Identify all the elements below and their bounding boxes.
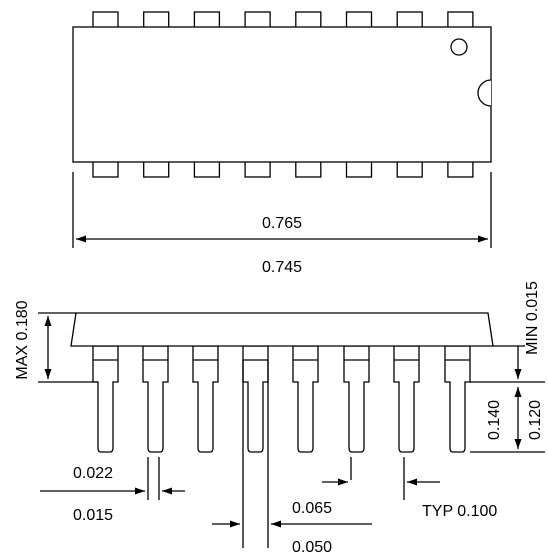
top-pin <box>396 11 423 29</box>
bottom-pin <box>92 160 119 178</box>
bottom-pins <box>92 160 474 178</box>
bottom-pin <box>345 160 373 178</box>
shoulder-width-min-label: 0.050 <box>292 539 332 556</box>
top-pin <box>92 11 119 29</box>
top-pin <box>345 11 373 29</box>
body-length-min-label: 0.745 <box>262 259 302 276</box>
shoulder-width-max-label: 0.065 <box>292 500 332 517</box>
lead-width-min-label: 0.015 <box>73 507 113 524</box>
lead-length-max-label: 0.140 <box>486 400 503 440</box>
lead <box>242 345 269 453</box>
lead <box>292 345 319 453</box>
leads <box>92 345 471 453</box>
lead-width-max-label: 0.022 <box>73 465 113 482</box>
seated-height-label: MAX 0.180 <box>14 300 31 379</box>
lead <box>92 345 119 453</box>
bottom-pin <box>244 160 271 178</box>
body-length-max-label: 0.765 <box>262 215 302 232</box>
bottom-pin <box>193 160 221 178</box>
lead <box>142 345 169 453</box>
top-pin <box>143 11 170 29</box>
lead <box>343 345 370 453</box>
top-pin <box>244 11 271 29</box>
package-body-side <box>70 312 494 347</box>
orientation-notch <box>477 79 492 107</box>
pin1-indicator-dot <box>450 38 468 56</box>
lead-length-min-label: 0.120 <box>527 400 544 440</box>
side-view: MAX 0.180 MIN 0.015 0.140 0.120 0.022 0.… <box>14 281 545 556</box>
top-pin <box>295 11 322 29</box>
top-pins <box>92 11 474 29</box>
bottom-pin <box>295 160 322 178</box>
bottom-pin <box>447 160 474 178</box>
package-body-top <box>72 26 492 163</box>
top-pin <box>193 11 221 29</box>
top-view: 0.765 0.745 <box>72 11 492 276</box>
lead <box>393 345 420 453</box>
bottom-pin <box>396 160 423 178</box>
top-pin <box>447 11 474 29</box>
lead-pitch-label: TYP 0.100 <box>422 503 497 520</box>
lead <box>444 345 471 453</box>
lead <box>192 345 219 453</box>
standoff-label: MIN 0.015 <box>524 281 541 355</box>
bottom-pin <box>143 160 170 178</box>
